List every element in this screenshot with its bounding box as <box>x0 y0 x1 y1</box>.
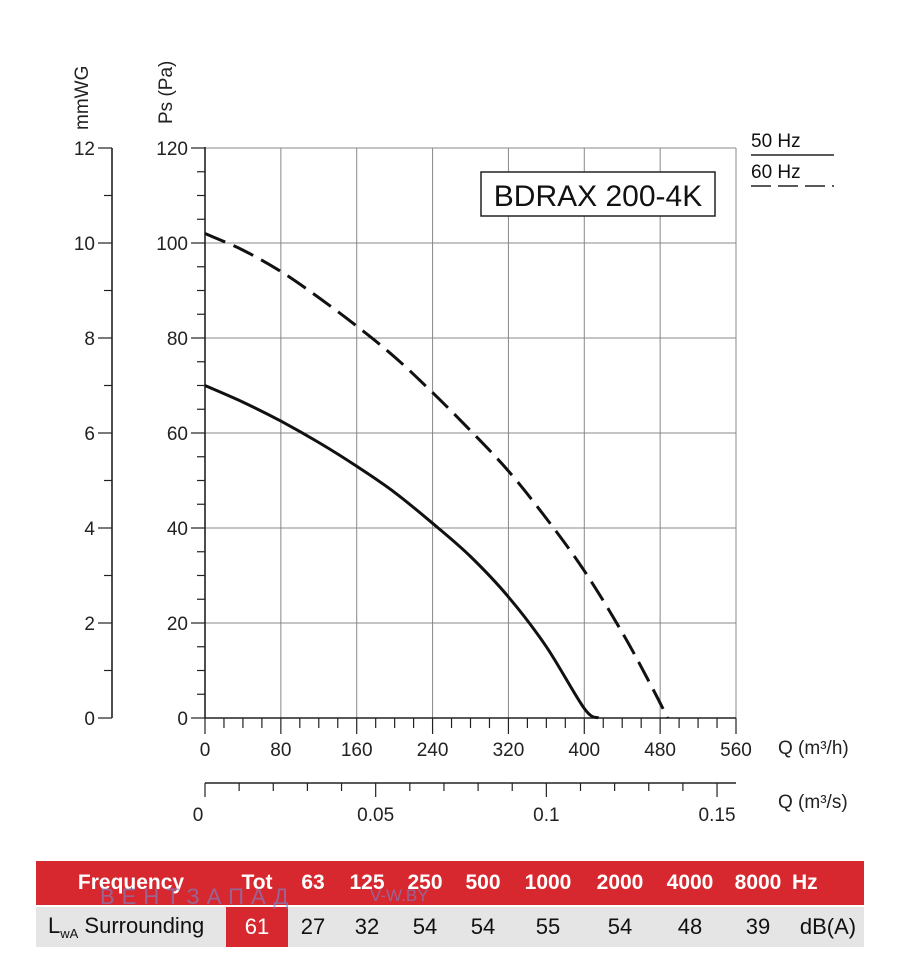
value-cell: 27 <box>288 905 338 947</box>
y2-tick-label: 0 <box>84 709 95 730</box>
header-cell: 250 <box>396 861 454 906</box>
unit-cell: dB(A) <box>792 905 864 947</box>
header-cell: Tot <box>226 861 288 906</box>
y2-tick-label: 2 <box>84 614 95 635</box>
header-cell: 500 <box>454 861 512 906</box>
y2-tick-label: 8 <box>84 329 95 350</box>
y2-tick-label: 12 <box>74 139 95 160</box>
y-tick-label: 100 <box>156 234 188 255</box>
value-cell: 48 <box>656 905 724 947</box>
row-label-sub: wA <box>60 926 79 941</box>
y2-tick-label: 6 <box>84 424 95 445</box>
curve-50hz <box>204 384 600 720</box>
x-tick-label: 240 <box>417 740 449 761</box>
header-cell: 4000 <box>656 861 724 906</box>
curves <box>204 232 670 720</box>
x2-tick-label: 0.15 <box>699 805 736 826</box>
legend-50hz-label: 50 Hz <box>751 131 801 152</box>
legend-60hz-label: 60 Hz <box>751 162 801 183</box>
legend: 50 Hz 60 Hz <box>751 131 834 187</box>
curve-60hz <box>204 232 670 719</box>
header-cell: 63 <box>288 861 338 906</box>
header-cell: 8000 <box>724 861 792 906</box>
y-tick-label: 120 <box>156 139 188 160</box>
y-tick-label: 0 <box>177 709 188 730</box>
value-cell: 54 <box>454 905 512 947</box>
y2-tick-label: 10 <box>74 234 95 255</box>
x-tick-label: 160 <box>341 740 373 761</box>
value-cell: 54 <box>396 905 454 947</box>
y2-tick-label: 4 <box>84 519 95 540</box>
header-cell: Hz <box>792 861 864 906</box>
chart-title: BDRAX 200-4K <box>494 180 702 213</box>
watermark-site: V-W.BY <box>370 886 429 905</box>
x2-axis-title: Q (m³/s) <box>778 792 848 813</box>
y-tick-label: 20 <box>167 614 188 635</box>
y2-axis-title: mmWG <box>72 66 93 130</box>
row-label-main: L <box>48 913 61 938</box>
x2-tick-label: 0 <box>193 805 204 826</box>
sound-table: Frequency Tot 63 125 250 500 1000 2000 4… <box>36 861 864 947</box>
value-cell: 39 <box>724 905 792 947</box>
table-header-row: Frequency Tot 63 125 250 500 1000 2000 4… <box>36 861 864 906</box>
x-tick-label: 0 <box>200 740 211 761</box>
value-cell: 55 <box>512 905 584 947</box>
y-axis-title: Ps (Pa) <box>156 61 177 124</box>
x-tick-label: 400 <box>568 740 600 761</box>
x-tick-label: 80 <box>270 740 291 761</box>
model-label-box: BDRAX 200-4K <box>480 171 716 217</box>
watermark: ВЕНТЗАПАД <box>100 884 296 909</box>
header-cell: 2000 <box>584 861 656 906</box>
x-tick-label: 480 <box>644 740 676 761</box>
x-tick-label: 560 <box>720 740 752 761</box>
value-cell: 32 <box>338 905 396 947</box>
x2-tick-label: 0.1 <box>533 805 559 826</box>
y-tick-label: 80 <box>167 329 188 350</box>
x-tick-label: 320 <box>493 740 525 761</box>
value-cell-tot: 61 <box>226 905 288 947</box>
value-cell: 54 <box>584 905 656 947</box>
axes <box>98 147 737 797</box>
row-label: LwA Surrounding <box>36 905 226 947</box>
grid <box>204 147 737 719</box>
header-cell: Frequency <box>36 861 226 906</box>
y-tick-label: 40 <box>167 519 188 540</box>
x2-tick-label: 0.05 <box>357 805 394 826</box>
header-cell: 1000 <box>512 861 584 906</box>
row-label-rest: Surrounding <box>78 913 205 938</box>
x-axis-title: Q (m³/h) <box>778 738 849 759</box>
y-tick-label: 60 <box>167 424 188 445</box>
header-cell: 125 <box>338 861 396 906</box>
table-row: LwA Surrounding 61 27 32 54 54 55 54 48 … <box>36 905 864 947</box>
